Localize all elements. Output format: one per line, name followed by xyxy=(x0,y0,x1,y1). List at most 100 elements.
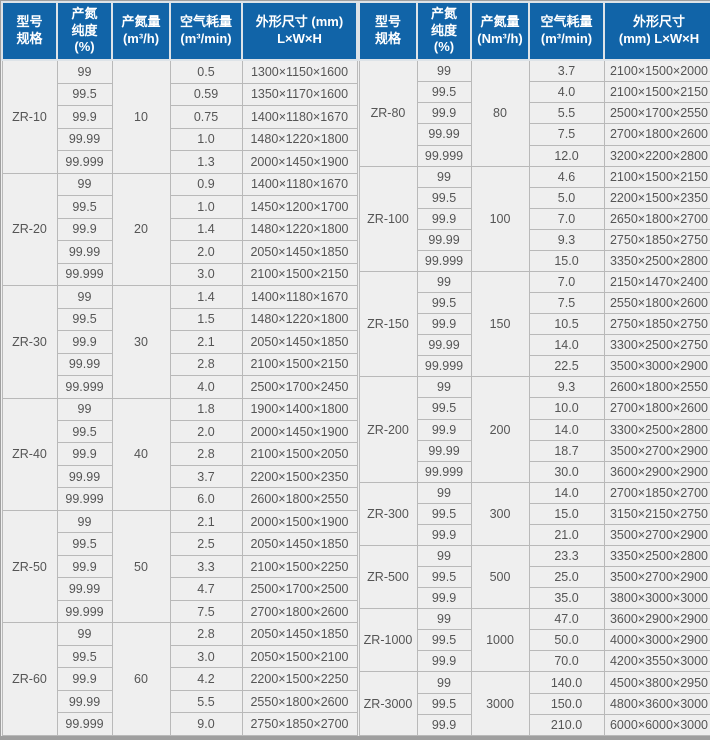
purity-cell: 99.5 xyxy=(416,397,472,420)
purity-cell: 99 xyxy=(416,270,472,294)
air-consumption-cell: 10.0 xyxy=(528,397,605,420)
table-row: ZR-300 99 300 14.0 2700×1850×2700 xyxy=(358,481,710,547)
air-consumption-cell: 35.0 xyxy=(528,587,605,610)
dimensions-cell: 2600×1800×2550 xyxy=(241,487,358,511)
purity-cell: 99.5 xyxy=(416,629,472,652)
dimensions-cell: 3800×3000×3000 xyxy=(603,587,710,610)
output-cell: 60 xyxy=(111,622,171,736)
purity-cell: 99 xyxy=(416,671,472,694)
table-body-left: ZR-10 99 10 0.5 1300×1150×1600 99.5 0.59 1350×1… xyxy=(1,59,358,736)
purity-cell: 99.99 xyxy=(416,334,472,357)
dimensions-cell: 1400×1180×1670 xyxy=(241,105,358,129)
output-cell: 30 xyxy=(111,285,171,399)
air-consumption-cell: 3.7 xyxy=(169,464,243,489)
air-consumption-cell: 7.5 xyxy=(169,599,243,624)
table-row: 99.5 0.59 1350×1170×1600 xyxy=(2,82,358,107)
air-consumption-cell: 0.59 xyxy=(169,82,243,107)
model-cell: ZR-80 xyxy=(358,59,418,167)
purity-cell: 99.999 xyxy=(56,487,113,511)
table-row: 99.9 14.0 3300×2500×2800 xyxy=(359,418,710,441)
dimensions-cell: 2650×1800×2700 xyxy=(603,207,710,230)
model-cell: ZR-500 xyxy=(358,544,418,610)
purity-cell: 99 xyxy=(416,376,472,399)
table-row: 99.999 9.0 2750×1850×2700 xyxy=(2,712,358,736)
dimensions-cell: 1900×1400×1800 xyxy=(241,397,358,422)
header-row: 型号 规格 产氮 纯度 (%) 产氮量 (m³/h) 空气耗量 (m³/min) 外形尺… xyxy=(1,1,358,61)
model-cell: ZR-200 xyxy=(358,376,418,483)
air-consumption-cell: 14.0 xyxy=(528,418,605,441)
column-header: 外形尺寸 (mm) L×W×H xyxy=(603,1,710,61)
table-body-right: ZR-80 99 80 3.7 2100×1500×2000 99.5 4.0 2100×15… xyxy=(358,59,710,737)
air-consumption-cell: 1.0 xyxy=(169,127,243,152)
column-header: 外形尺寸 (mm) L×W×H xyxy=(241,1,358,61)
air-consumption-cell: 70.0 xyxy=(528,650,605,673)
purity-cell: 99 xyxy=(416,544,472,568)
air-consumption-cell: 14.0 xyxy=(528,334,605,357)
air-consumption-cell: 12.0 xyxy=(528,144,605,167)
purity-cell: 99.9 xyxy=(56,217,113,242)
dimensions-cell: 2100×1500×2250 xyxy=(241,554,358,579)
dimensions-cell: 2550×1800×2600 xyxy=(241,689,358,714)
table-row: 99.99 2.8 2100×1500×2150 xyxy=(2,352,358,377)
purity-cell: 99.5 xyxy=(416,502,472,525)
dimensions-cell: 3500×3000×2900 xyxy=(603,355,710,378)
column-header: 型号 规格 xyxy=(1,1,58,61)
air-consumption-cell: 23.3 xyxy=(528,544,605,568)
table-row: ZR-50 99 50 2.1 2000×1500×1900 xyxy=(1,509,358,624)
purity-cell: 99.99 xyxy=(56,127,113,152)
air-consumption-cell: 7.5 xyxy=(528,123,605,146)
purity-cell: 99.9 xyxy=(56,442,113,466)
air-consumption-cell: 2.1 xyxy=(169,330,243,354)
purity-cell: 99 xyxy=(56,172,113,197)
dimensions-cell: 2200×1500×2350 xyxy=(603,186,710,209)
purity-cell: 99.9 xyxy=(416,713,472,737)
dimensions-cell: 3300×2500×2750 xyxy=(603,334,710,357)
dimensions-cell: 2100×1500×2150 xyxy=(603,165,710,188)
air-consumption-cell: 3.0 xyxy=(169,262,243,287)
table-row: 99.999 3.0 2100×1500×2150 xyxy=(2,262,358,287)
column-header: 型号 规格 xyxy=(358,1,418,61)
output-cell: 150 xyxy=(470,270,530,378)
output-cell: 20 xyxy=(111,172,171,287)
air-consumption-cell: 1.5 xyxy=(169,307,243,332)
table-row: ZR-30 99 30 1.4 1400×1180×1670 xyxy=(1,285,358,399)
air-consumption-cell: 25.0 xyxy=(528,566,605,589)
air-consumption-cell: 5.5 xyxy=(528,102,605,125)
table-row: 99.5 50.0 4000×3000×2900 xyxy=(359,629,710,652)
purity-cell: 99.5 xyxy=(56,419,113,444)
dimensions-cell: 2050×1450×1850 xyxy=(241,240,358,264)
air-consumption-cell: 22.5 xyxy=(528,355,605,378)
dimensions-cell: 2750×1850×2700 xyxy=(241,712,358,736)
model-cell: ZR-150 xyxy=(358,270,418,378)
dimensions-cell: 2100×1500×2050 xyxy=(241,442,358,466)
output-cell: 10 xyxy=(111,59,171,174)
dimensions-cell: 2000×1450×1900 xyxy=(241,419,358,444)
table-row: ZR-200 99 200 9.3 2600×1800×2550 xyxy=(358,376,710,483)
output-cell: 100 xyxy=(470,165,530,272)
purity-cell: 99.99 xyxy=(56,689,113,714)
table-row: ZR-20 99 20 0.9 1400×1180×1670 xyxy=(1,172,358,287)
column-header: 产氮 纯度 (%) xyxy=(56,1,113,61)
purity-cell: 99.5 xyxy=(416,292,472,315)
dimensions-cell: 2700×1800×2600 xyxy=(241,599,358,624)
dimensions-cell: 4500×3800×2950 xyxy=(603,671,710,694)
purity-cell: 99.9 xyxy=(416,418,472,441)
air-consumption-cell: 21.0 xyxy=(528,523,605,547)
dimensions-cell: 2750×1850×2750 xyxy=(603,228,710,251)
table-row: 99.999 15.0 3350×2500×2800 xyxy=(359,249,710,272)
air-consumption-cell: 1.3 xyxy=(169,150,243,174)
output-cell: 3000 xyxy=(470,671,530,736)
column-header: 产氮 纯度 (%) xyxy=(416,1,472,61)
table-row: 99.999 12.0 3200×2200×2800 xyxy=(359,144,710,167)
purity-cell: 99.999 xyxy=(56,375,113,399)
model-cell: ZR-10 xyxy=(1,59,58,174)
purity-cell: 99.5 xyxy=(56,532,113,556)
air-consumption-cell: 5.0 xyxy=(528,186,605,209)
air-consumption-cell: 210.0 xyxy=(528,713,605,737)
table-row: 99.999 1.3 2000×1450×1900 xyxy=(2,150,358,174)
air-consumption-cell: 2.1 xyxy=(169,509,243,534)
purity-cell: 99.99 xyxy=(56,352,113,377)
purity-cell: 99.99 xyxy=(56,464,113,489)
dimensions-cell: 3300×2500×2800 xyxy=(603,418,710,441)
